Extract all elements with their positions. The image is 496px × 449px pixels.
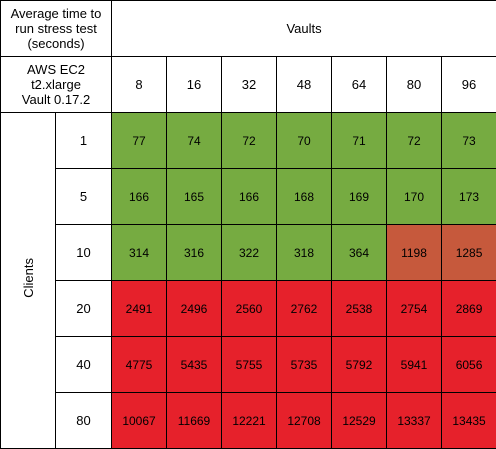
result-cell: 74	[166, 112, 222, 169]
client-count-header: 10	[55, 224, 112, 281]
result-cell: 173	[440, 168, 496, 225]
result-cell: 2538	[331, 280, 387, 337]
result-cell: 5735	[276, 336, 332, 393]
result-cell: 2754	[386, 280, 442, 337]
vault-count-header: 32	[221, 56, 277, 113]
result-cell: 316	[166, 224, 222, 281]
result-cell: 2491	[111, 280, 167, 337]
result-cell: 170	[386, 168, 442, 225]
vaults-header: Vaults	[110, 0, 496, 57]
client-count-header: 80	[55, 392, 112, 449]
table-row: Clients 1 77 74 72 70 71 72 73	[0, 112, 496, 449]
environment-line: AWS EC2	[26, 62, 86, 77]
result-cell: 71	[331, 112, 387, 169]
result-cell: 10067	[111, 392, 167, 449]
result-cell: 72	[386, 112, 442, 169]
result-cell: 314	[111, 224, 167, 281]
result-cell: 166	[111, 168, 167, 225]
result-cell: 70	[276, 112, 332, 169]
result-cell: 166	[221, 168, 277, 225]
vault-count-header: 8	[111, 56, 167, 113]
results-body: Clients 1 77 74 72 70 71 72 73 5 166 165 166 168 169 17…	[0, 112, 496, 449]
table-row: 10 314 316 322 318 364 1198 1285	[1, 224, 496, 281]
table-caption: Average time to run stress test (seconds…	[0, 0, 112, 57]
vault-count-header: 64	[331, 56, 387, 113]
result-cell: 1285	[440, 224, 496, 281]
result-cell: 6056	[440, 336, 496, 393]
result-cell: 169	[331, 168, 387, 225]
result-cell: 13435	[440, 392, 496, 449]
result-cell: 364	[331, 224, 387, 281]
client-count-header: 5	[55, 168, 112, 225]
environment-line: Vault 0.17.2	[21, 92, 91, 107]
result-cell: 2869	[440, 280, 496, 337]
table-row: 40 4775 5435 5755 5735 5792 5941 6056	[1, 336, 496, 393]
caption-line: run stress test	[15, 21, 97, 36]
result-cell: 12221	[221, 392, 277, 449]
result-cell: 2496	[166, 280, 222, 337]
result-cell: 318	[276, 224, 332, 281]
result-cell: 4775	[111, 336, 167, 393]
result-cell: 2560	[221, 280, 277, 337]
clients-label-text: Clients	[20, 258, 36, 298]
clients-axis-label: Clients	[0, 112, 56, 449]
environment-label: AWS EC2 t2.xlarge Vault 0.17.2	[0, 56, 112, 113]
result-cell: 168	[276, 168, 332, 225]
client-count-header: 20	[55, 280, 112, 337]
vault-count-header: 96	[440, 56, 496, 113]
result-cell: 5435	[166, 336, 222, 393]
result-cell: 165	[166, 168, 222, 225]
result-cell: 5792	[331, 336, 387, 393]
result-cell: 1198	[386, 224, 442, 281]
table-row: 20 2491 2496 2560 2762 2538 2754 2869	[1, 280, 496, 337]
result-cell: 13337	[386, 392, 442, 449]
result-cell: 5755	[221, 336, 277, 393]
client-count-header: 1	[55, 112, 112, 169]
client-count-header: 40	[55, 336, 112, 393]
result-cell: 12529	[331, 392, 387, 449]
caption-line: (seconds)	[27, 36, 85, 51]
vault-count-header: 48	[276, 56, 332, 113]
result-cell: 2762	[276, 280, 332, 337]
result-cell: 72	[221, 112, 277, 169]
table-row: 80 10067 11669 12221 12708 12529 13337 13435	[1, 392, 496, 449]
vault-count-header: 80	[386, 56, 442, 113]
vault-count-header: 16	[166, 56, 222, 113]
table-row: 5 166 165 166 168 169 170 173	[1, 168, 496, 225]
result-cell: 12708	[276, 392, 332, 449]
result-cell: 322	[221, 224, 277, 281]
result-cell: 77	[111, 112, 167, 169]
environment-line: t2.xlarge	[31, 77, 81, 92]
result-cell: 11669	[166, 392, 222, 449]
caption-line: Average time to	[10, 6, 102, 21]
result-cell: 73	[440, 112, 496, 169]
result-cell: 5941	[386, 336, 442, 393]
